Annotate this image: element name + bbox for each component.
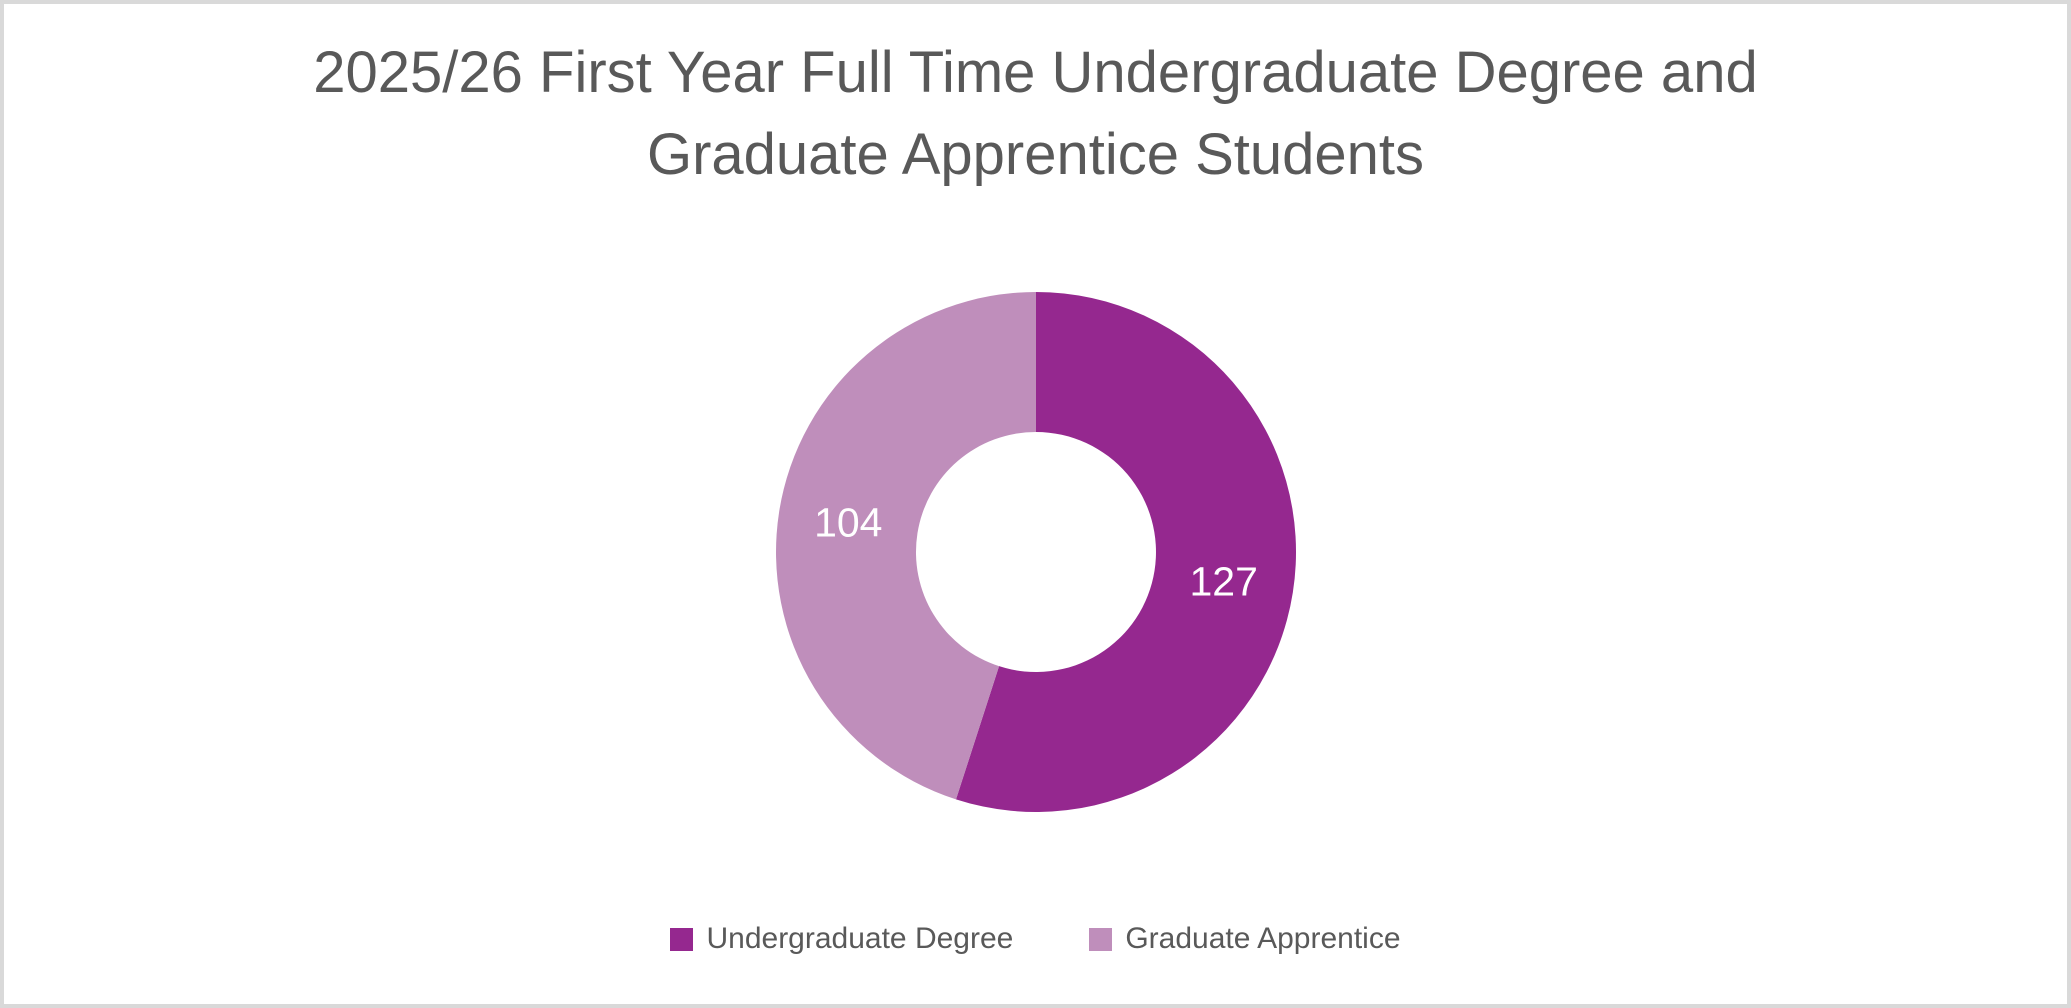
chart-legend: Undergraduate Degree Graduate Apprentice xyxy=(4,922,2067,956)
data-label-undergraduate-degree: 127 xyxy=(1189,559,1257,605)
legend-item-graduate-apprentice: Graduate Apprentice xyxy=(1089,922,1401,956)
chart-title: 2025/26 First Year Full Time Undergradua… xyxy=(313,40,1758,187)
donut-chart: 127 104 xyxy=(776,292,1297,813)
legend-item-undergraduate-degree: Undergraduate Degree xyxy=(670,922,1013,956)
legend-label-undergraduate-degree: Undergraduate Degree xyxy=(706,922,1014,955)
donut-slice-graduate-apprentice xyxy=(776,292,1036,800)
legend-swatch-undergraduate-degree xyxy=(670,927,694,951)
donut-slice-undergraduate-degree xyxy=(955,292,1297,813)
legend-label-graduate-apprentice: Graduate Apprentice xyxy=(1125,922,1401,955)
legend-swatch-graduate-apprentice xyxy=(1089,927,1113,951)
data-label-graduate-apprentice: 104 xyxy=(814,499,882,545)
